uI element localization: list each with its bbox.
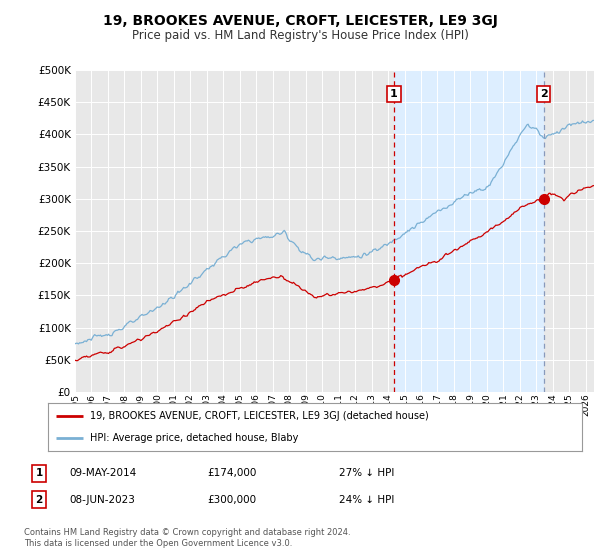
Text: Price paid vs. HM Land Registry's House Price Index (HPI): Price paid vs. HM Land Registry's House … [131,29,469,42]
Text: 1: 1 [390,89,398,99]
Text: 2: 2 [540,89,547,99]
Text: 1: 1 [35,468,43,478]
Text: 27% ↓ HPI: 27% ↓ HPI [339,468,394,478]
Bar [394,70,544,392]
Text: 19, BROOKES AVENUE, CROFT, LEICESTER, LE9 3GJ: 19, BROOKES AVENUE, CROFT, LEICESTER, LE… [103,14,497,28]
Text: £300,000: £300,000 [207,494,256,505]
Text: HPI: Average price, detached house, Blaby: HPI: Average price, detached house, Blab… [89,433,298,443]
Text: 2: 2 [35,494,43,505]
Text: 09-MAY-2014: 09-MAY-2014 [69,468,136,478]
Text: £174,000: £174,000 [207,468,256,478]
Text: Contains HM Land Registry data © Crown copyright and database right 2024.
This d: Contains HM Land Registry data © Crown c… [24,528,350,548]
Text: 08-JUN-2023: 08-JUN-2023 [69,494,135,505]
Text: 24% ↓ HPI: 24% ↓ HPI [339,494,394,505]
Text: 19, BROOKES AVENUE, CROFT, LEICESTER, LE9 3GJ (detached house): 19, BROOKES AVENUE, CROFT, LEICESTER, LE… [89,411,428,421]
